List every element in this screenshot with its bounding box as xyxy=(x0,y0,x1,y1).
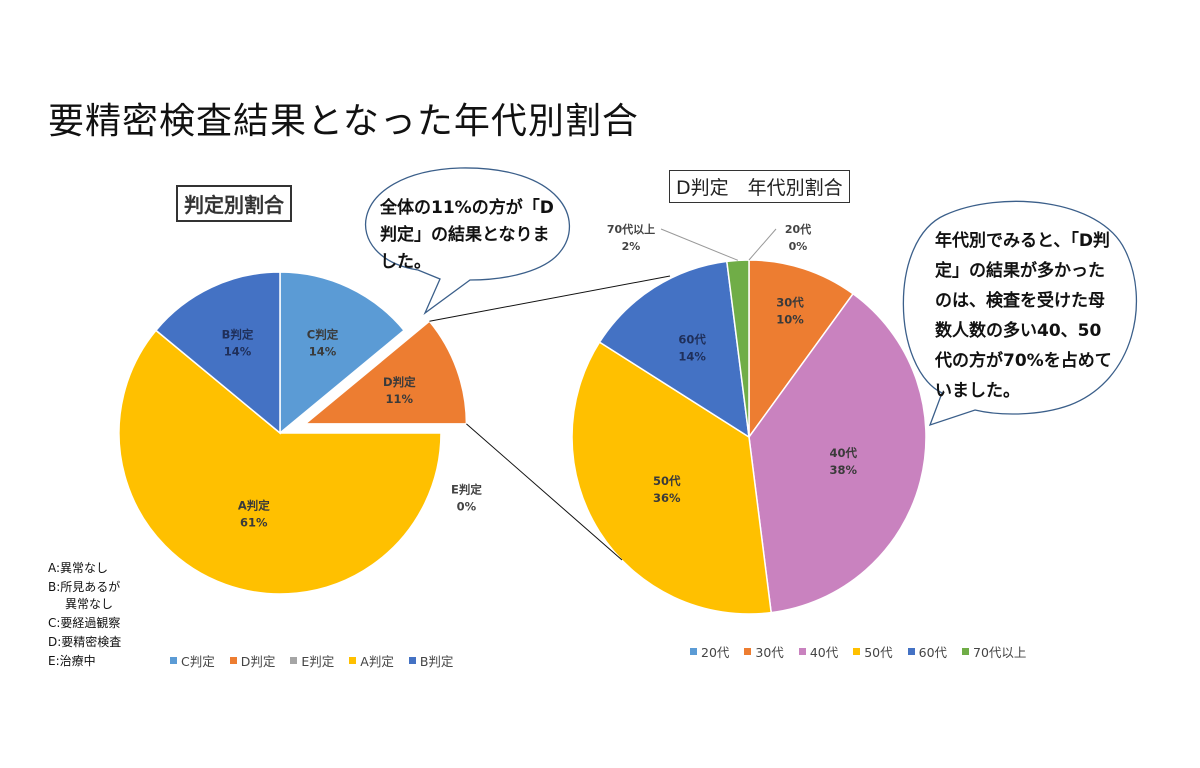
left-legend-label-0: C判定 xyxy=(181,654,215,669)
left-legend-label-1: D判定 xyxy=(240,654,276,669)
data-label-b-grade: B判定 14% xyxy=(222,328,254,359)
right-legend-label-1: 30代 xyxy=(755,645,784,660)
left-legend-swatch-2 xyxy=(290,657,298,664)
data-label-c-grade: C判定 14% xyxy=(307,328,339,359)
right-callout-text: 年代別でみると、「D判定」の結果が多かったのは、検査を受けた母数人数の多い40、… xyxy=(935,231,1112,401)
grade-note-a: A:異常なし xyxy=(48,561,109,575)
right-legend-item-4: 60代 xyxy=(907,642,948,661)
right-legend-swatch-1 xyxy=(744,648,752,655)
leader-line-70s-plus xyxy=(660,228,739,261)
data-label-50s: 50代 36% xyxy=(653,474,681,505)
right-legend-swatch-2 xyxy=(798,648,806,655)
left-legend-item-3: A判定 xyxy=(349,651,394,670)
left-legend-item-1: D判定 xyxy=(229,651,276,670)
left-legend-label-2: E判定 xyxy=(301,654,335,669)
left-legend-item-0: C判定 xyxy=(170,651,215,670)
left-legend-swatch-4 xyxy=(408,657,416,664)
connector-line-top xyxy=(429,275,671,322)
pie-slice-b-grade xyxy=(154,271,281,435)
right-legend-item-3: 50代 xyxy=(853,642,893,661)
data-label-20s: 20代 0% xyxy=(785,222,811,253)
data-label-e-grade: E判定 0% xyxy=(451,483,482,514)
right-legend-item-1: 30代 xyxy=(744,642,784,661)
data-label-40s: 40代 38% xyxy=(830,446,858,477)
left-legend-swatch-3 xyxy=(349,657,357,664)
left-legend-label-4: B判定 xyxy=(419,654,454,669)
speech-bubbles xyxy=(365,167,1137,427)
right-pie-chart: 20代 0% 30代 10% 40代 38% 50代 36% 60代 14% 70代以上 2% xyxy=(571,222,927,615)
right-legend-label-0: 20代 xyxy=(701,645,730,660)
left-callout-text: 全体の11%の方が「D判定」の結果となりました。 xyxy=(380,198,554,272)
left-callout-bubble xyxy=(365,167,570,315)
grade-note-e: E:治療中 xyxy=(48,654,96,668)
grade-note-c: C:要経過観察 xyxy=(48,616,121,630)
right-legend-item-0: 20代 xyxy=(690,642,729,661)
right-legend-label-3: 50代 xyxy=(864,645,893,660)
right-chart-title: D判定 年代別割合 xyxy=(669,170,850,203)
pie-slice-70s-plus xyxy=(725,259,750,438)
right-legend-label-5: 70代以上 xyxy=(973,645,1027,660)
zoom-connector-lines xyxy=(429,275,671,561)
left-legend-item-2: E判定 xyxy=(290,651,334,670)
right-legend-item-5: 70代以上 xyxy=(962,642,1026,661)
grade-definitions: A:異常なし B:所見あるが 異常なし C:要経過観察 D:要精密検査 E:治療… xyxy=(48,559,121,671)
pie-slice-40s xyxy=(748,292,927,614)
data-label-a-grade: A判定 61% xyxy=(238,499,270,530)
pie-slice-d-grade xyxy=(303,320,468,425)
left-legend-item-4: B判定 xyxy=(408,651,454,670)
left-chart-title: 判定別割合 xyxy=(176,185,292,222)
grade-note-d: D:要精密検査 xyxy=(48,635,122,649)
right-legend-label-4: 60代 xyxy=(918,645,948,660)
data-label-30s: 30代 10% xyxy=(776,296,804,327)
grade-note-b-cont: 異常なし xyxy=(65,597,114,611)
pie-slice-30s xyxy=(748,259,855,440)
right-legend-swatch-3 xyxy=(853,648,861,655)
left-legend-swatch-1 xyxy=(229,657,237,664)
pie-slice-50s xyxy=(571,341,773,615)
left-legend: C判定 D判定 E判定 A判定 B判定 xyxy=(170,651,453,670)
right-legend-swatch-0 xyxy=(690,648,697,655)
right-legend-label-2: 40代 xyxy=(809,645,839,660)
left-pie-chart: C判定 14% D判定 11% E判定 0% A判定 61% B判定 14% xyxy=(118,271,482,595)
data-label-60s: 60代 14% xyxy=(678,332,706,363)
left-legend-swatch-0 xyxy=(170,657,177,664)
page-title: 要精密検査結果となった年代別割合 xyxy=(48,101,639,142)
connector-line-bottom xyxy=(466,423,623,561)
left-legend-label-3: A判定 xyxy=(360,654,394,669)
right-legend-swatch-4 xyxy=(907,648,915,655)
pie-slice-a-grade xyxy=(118,329,442,595)
grade-note-b: B:所見あるが xyxy=(48,580,121,594)
pie-slice-c-grade xyxy=(279,271,406,435)
right-legend-item-2: 40代 xyxy=(798,642,839,661)
data-label-70s-plus: 70代以上 2% xyxy=(607,222,655,253)
pie-slice-60s xyxy=(598,260,750,439)
right-legend-swatch-5 xyxy=(962,648,970,655)
data-label-d-grade: D判定 11% xyxy=(383,375,416,406)
right-callout-bubble xyxy=(902,200,1137,427)
leader-line-20s xyxy=(748,228,777,261)
right-legend: 20代 30代 40代 50代 60代 70代以上 xyxy=(690,642,1026,661)
